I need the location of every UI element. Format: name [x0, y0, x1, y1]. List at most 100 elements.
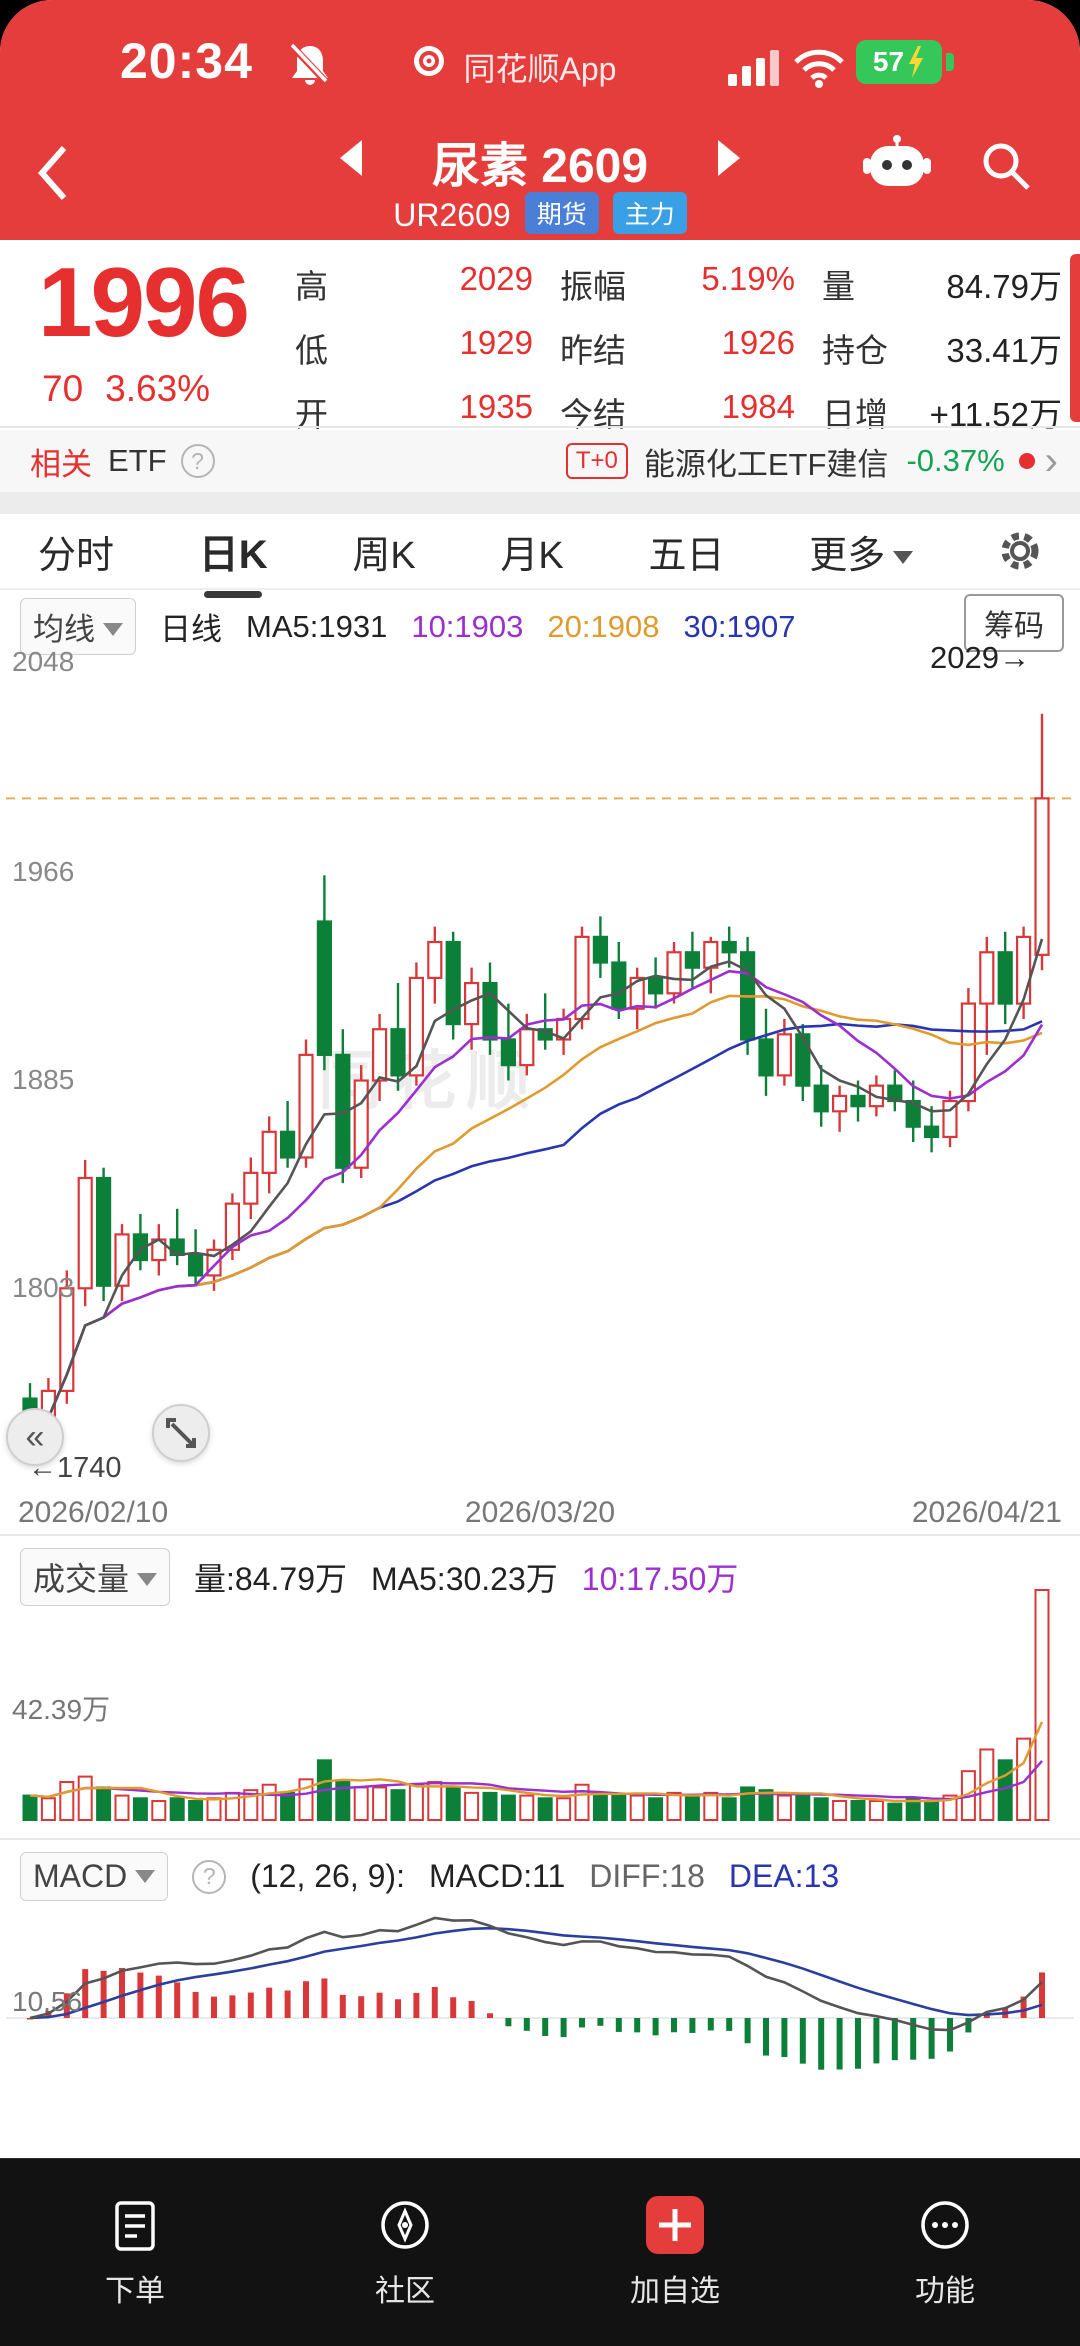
period-tabs: 分时 日K 周K 月K 五日 更多: [0, 514, 1080, 588]
divider: [0, 1838, 1080, 1840]
order-icon: [115, 2200, 155, 2251]
nav-community[interactable]: 社区: [270, 2159, 540, 2346]
battery-indicator: 57: [856, 40, 942, 84]
y-axis-label: 1885: [12, 1064, 75, 1095]
nav-add-watchlist[interactable]: 加自选: [540, 2159, 810, 2346]
ma20-value: 20:1908: [547, 608, 660, 644]
field-value: 1926: [721, 324, 795, 361]
battery-percent: 57: [872, 46, 905, 77]
search-icon[interactable]: [978, 138, 1034, 194]
field-value: 1984: [721, 388, 795, 425]
nav-label: 加自选: [630, 2274, 720, 2308]
diff-value: DIFF:18: [589, 1858, 705, 1894]
macd-header: MACD ? (12, 26, 9): MACD:11 DIFF:18 DEA:…: [20, 1852, 839, 1901]
dropdown-arrow-icon: [103, 623, 123, 636]
fullscreen-button[interactable]: [152, 1404, 210, 1462]
etf-name: 能源化工ETF建信: [643, 446, 889, 482]
tab-weekly-k[interactable]: 周K: [352, 534, 416, 577]
ma-toolbar: 均线 日线 MA5:1931 10:1903 20:1908 30:1907: [20, 598, 796, 655]
quote-col-2: 振幅 5.19% 昨结 1926 今结 1984: [560, 260, 795, 452]
ma-dropdown[interactable]: 均线: [20, 598, 136, 655]
nav-place-order[interactable]: 下单: [0, 2159, 270, 2346]
next-contract-icon[interactable]: [716, 138, 742, 178]
ma10-value: 10:1903: [411, 608, 524, 644]
price-change-row: 70 3.63%: [42, 368, 232, 410]
dropdown-arrow-icon: [135, 1870, 156, 1883]
tab-daily-k[interactable]: 日K: [197, 516, 270, 586]
tab-five-day[interactable]: 五日: [648, 534, 725, 577]
field-value: 84.79万: [946, 268, 1062, 305]
nav-label: 下单: [105, 2274, 165, 2308]
ma30-value: 30:1907: [683, 608, 796, 644]
back-icon[interactable]: [34, 142, 70, 204]
battery-cap: [946, 53, 954, 71]
t0-badge: T+0: [565, 443, 628, 479]
y-axis-label: 1966: [12, 856, 75, 887]
related-etf-bar[interactable]: 相关 ETF ? T+0 能源化工ETF建信 -0.37% ›: [0, 430, 1080, 492]
x-label-end: 2026/04/21: [911, 1496, 1062, 1529]
field-label: 量: [822, 268, 855, 305]
field-value: 1929: [459, 324, 533, 361]
prev-contract-icon[interactable]: [338, 138, 364, 178]
last-price: 1996: [38, 247, 250, 357]
tab-monthly-k[interactable]: 月K: [500, 534, 564, 577]
nav-label: 功能: [915, 2274, 975, 2308]
nav-functions[interactable]: 功能: [810, 2159, 1080, 2346]
high-price-annotation: 2029→: [930, 640, 1030, 675]
wifi-icon: [794, 49, 844, 88]
field-value: +11.52万: [929, 396, 1062, 433]
signal-icon: [728, 50, 779, 86]
contract-code: UR2609: [393, 197, 511, 233]
volume-chart[interactable]: [0, 1580, 1080, 1830]
price-change: 70: [42, 368, 84, 409]
tab-fenshi[interactable]: 分时: [38, 534, 115, 577]
volume-ma5: MA5:30.23万: [371, 1561, 558, 1597]
field-label: 日增: [822, 396, 888, 433]
field-label: 持仓: [822, 332, 888, 369]
status-time: 20:34: [120, 33, 253, 89]
tab-more[interactable]: 更多: [807, 518, 915, 585]
bottom-nav: 下单 社区 加自选 功能: [0, 2158, 1080, 2346]
floating-edge-handle[interactable]: [1070, 254, 1080, 422]
quote-col-1: 高 2029 低 1929 开 1935: [295, 260, 533, 452]
field-label: 低: [295, 332, 328, 369]
field-value: 1935: [459, 388, 533, 425]
etf-label: ETF: [108, 443, 167, 478]
etf-change: -0.37%: [906, 443, 1005, 478]
volume-header: 成交量 量:84.79万 MA5:30.23万 10:17.50万: [20, 1548, 738, 1606]
collapse-button[interactable]: «: [6, 1408, 64, 1466]
volume-ma10: 10:17.50万: [581, 1561, 739, 1597]
chevron-right-icon[interactable]: ›: [1044, 439, 1058, 483]
quote-col-3: 量 84.79万 持仓 33.41万 日增 +11.52万: [822, 260, 1062, 452]
y-axis-label: 2048: [12, 646, 75, 677]
x-axis-labels: 2026/02/10 2026/03/20 2026/04/21: [0, 1496, 1080, 1530]
futures-badge: 期货: [524, 192, 599, 234]
help-icon[interactable]: ?: [192, 1859, 227, 1894]
field-label: 开: [295, 396, 328, 433]
macd-dropdown[interactable]: MACD: [20, 1852, 169, 1901]
macd-axis-label: 10.56: [12, 1986, 83, 2017]
macd-chart[interactable]: [0, 1900, 1080, 2152]
robot-assistant-icon[interactable]: [862, 134, 932, 196]
chip-distribution-button[interactable]: 筹码: [964, 594, 1064, 652]
volume-dropdown[interactable]: 成交量: [20, 1548, 171, 1606]
divider: [0, 588, 1080, 590]
field-value: 33.41万: [946, 332, 1062, 369]
field-label: 昨结: [560, 332, 626, 369]
community-icon: [381, 2200, 429, 2249]
volume-value: 量:84.79万: [194, 1561, 347, 1597]
field-value: 5.19%: [701, 260, 795, 297]
bell-muted-icon: [290, 43, 331, 87]
related-label: 相关: [30, 446, 92, 482]
chart-settings-gear-icon[interactable]: [996, 527, 1044, 575]
help-icon[interactable]: ?: [180, 444, 215, 478]
field-label: 振幅: [560, 268, 626, 305]
charging-bolt-icon: [909, 46, 924, 78]
dropdown-arrow-icon: [137, 1573, 158, 1586]
macd-params: (12, 26, 9):: [250, 1858, 405, 1894]
red-dot-badge: [1018, 453, 1035, 469]
status-app-name: 同花顺App: [463, 51, 617, 87]
dropdown-arrow-icon: [893, 550, 914, 564]
kline-chart[interactable]: [0, 648, 1080, 1498]
nav-label: 社区: [375, 2274, 435, 2308]
